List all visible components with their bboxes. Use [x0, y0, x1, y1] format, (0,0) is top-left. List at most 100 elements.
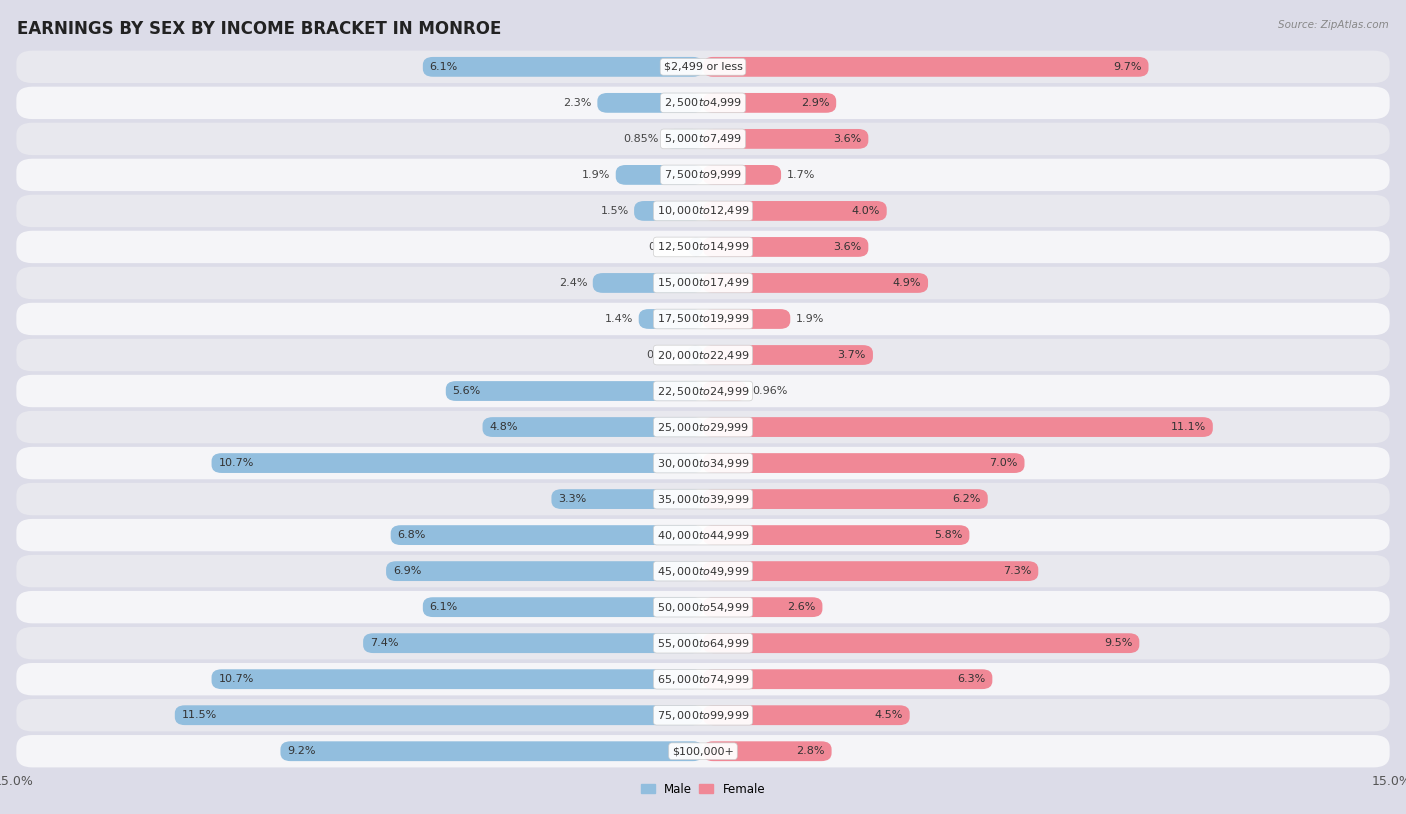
- Text: 10.7%: 10.7%: [218, 674, 254, 685]
- Text: $35,000 to $39,999: $35,000 to $39,999: [657, 492, 749, 505]
- Text: 4.5%: 4.5%: [875, 710, 903, 720]
- FancyBboxPatch shape: [17, 303, 1389, 335]
- Text: $5,000 to $7,499: $5,000 to $7,499: [664, 133, 742, 146]
- Text: 6.2%: 6.2%: [952, 494, 981, 504]
- Text: 9.2%: 9.2%: [287, 746, 316, 756]
- FancyBboxPatch shape: [634, 201, 703, 221]
- Text: Source: ZipAtlas.com: Source: ZipAtlas.com: [1278, 20, 1389, 30]
- FancyBboxPatch shape: [17, 86, 1389, 119]
- Text: $25,000 to $29,999: $25,000 to $29,999: [657, 421, 749, 434]
- Text: 2.4%: 2.4%: [558, 278, 588, 288]
- Text: $40,000 to $44,999: $40,000 to $44,999: [657, 528, 749, 541]
- FancyBboxPatch shape: [211, 453, 703, 473]
- FancyBboxPatch shape: [703, 165, 782, 185]
- Text: EARNINGS BY SEX BY INCOME BRACKET IN MONROE: EARNINGS BY SEX BY INCOME BRACKET IN MON…: [17, 20, 502, 38]
- FancyBboxPatch shape: [423, 57, 703, 77]
- Text: 3.6%: 3.6%: [834, 133, 862, 144]
- FancyBboxPatch shape: [17, 663, 1389, 695]
- Text: $20,000 to $22,499: $20,000 to $22,499: [657, 348, 749, 361]
- FancyBboxPatch shape: [703, 597, 823, 617]
- Text: 1.9%: 1.9%: [582, 170, 610, 180]
- Text: $22,500 to $24,999: $22,500 to $24,999: [657, 384, 749, 397]
- Text: 5.6%: 5.6%: [453, 386, 481, 396]
- Text: 5.8%: 5.8%: [934, 530, 963, 540]
- Text: $2,500 to $4,999: $2,500 to $4,999: [664, 96, 742, 109]
- Text: 1.4%: 1.4%: [605, 314, 633, 324]
- Text: 9.5%: 9.5%: [1104, 638, 1132, 648]
- FancyBboxPatch shape: [391, 525, 703, 545]
- FancyBboxPatch shape: [593, 273, 703, 293]
- Text: 9.7%: 9.7%: [1114, 62, 1142, 72]
- Text: $7,500 to $9,999: $7,500 to $9,999: [664, 168, 742, 182]
- Text: 4.8%: 4.8%: [489, 422, 517, 432]
- FancyBboxPatch shape: [17, 591, 1389, 624]
- FancyBboxPatch shape: [551, 489, 703, 509]
- FancyBboxPatch shape: [703, 669, 993, 689]
- Text: $55,000 to $64,999: $55,000 to $64,999: [657, 637, 749, 650]
- Text: 2.6%: 2.6%: [787, 602, 815, 612]
- Text: 0.96%: 0.96%: [752, 386, 787, 396]
- FancyBboxPatch shape: [17, 159, 1389, 191]
- FancyBboxPatch shape: [17, 519, 1389, 551]
- Text: 6.1%: 6.1%: [430, 62, 458, 72]
- FancyBboxPatch shape: [17, 195, 1389, 227]
- Text: 4.0%: 4.0%: [852, 206, 880, 216]
- FancyBboxPatch shape: [703, 201, 887, 221]
- Text: 11.1%: 11.1%: [1171, 422, 1206, 432]
- FancyBboxPatch shape: [664, 129, 703, 149]
- FancyBboxPatch shape: [703, 525, 969, 545]
- FancyBboxPatch shape: [17, 123, 1389, 155]
- FancyBboxPatch shape: [363, 633, 703, 653]
- FancyBboxPatch shape: [17, 699, 1389, 732]
- Text: 2.9%: 2.9%: [801, 98, 830, 108]
- FancyBboxPatch shape: [17, 483, 1389, 515]
- FancyBboxPatch shape: [703, 345, 873, 365]
- Text: 1.7%: 1.7%: [786, 170, 815, 180]
- FancyBboxPatch shape: [703, 309, 790, 329]
- FancyBboxPatch shape: [703, 453, 1025, 473]
- FancyBboxPatch shape: [17, 447, 1389, 479]
- Text: $75,000 to $99,999: $75,000 to $99,999: [657, 709, 749, 722]
- Text: $30,000 to $34,999: $30,000 to $34,999: [657, 457, 749, 470]
- Text: 3.6%: 3.6%: [834, 242, 862, 252]
- Text: 1.9%: 1.9%: [796, 314, 824, 324]
- Text: 3.3%: 3.3%: [558, 494, 586, 504]
- FancyBboxPatch shape: [482, 417, 703, 437]
- FancyBboxPatch shape: [17, 411, 1389, 444]
- Text: 0.85%: 0.85%: [623, 133, 658, 144]
- FancyBboxPatch shape: [17, 374, 1389, 407]
- FancyBboxPatch shape: [174, 705, 703, 725]
- FancyBboxPatch shape: [689, 237, 703, 257]
- FancyBboxPatch shape: [17, 735, 1389, 768]
- FancyBboxPatch shape: [703, 705, 910, 725]
- FancyBboxPatch shape: [703, 129, 869, 149]
- Text: 0.31%: 0.31%: [648, 242, 683, 252]
- FancyBboxPatch shape: [17, 555, 1389, 588]
- Text: $12,500 to $14,999: $12,500 to $14,999: [657, 240, 749, 253]
- FancyBboxPatch shape: [703, 381, 747, 401]
- Text: $65,000 to $74,999: $65,000 to $74,999: [657, 672, 749, 685]
- Text: 3.7%: 3.7%: [838, 350, 866, 360]
- FancyBboxPatch shape: [423, 597, 703, 617]
- Text: $45,000 to $49,999: $45,000 to $49,999: [657, 565, 749, 578]
- FancyBboxPatch shape: [703, 417, 1213, 437]
- Text: 7.0%: 7.0%: [990, 458, 1018, 468]
- FancyBboxPatch shape: [703, 742, 831, 761]
- FancyBboxPatch shape: [598, 93, 703, 113]
- Text: $2,499 or less: $2,499 or less: [664, 62, 742, 72]
- Text: $10,000 to $12,499: $10,000 to $12,499: [657, 204, 749, 217]
- FancyBboxPatch shape: [703, 633, 1139, 653]
- Text: 11.5%: 11.5%: [181, 710, 217, 720]
- Text: 6.8%: 6.8%: [398, 530, 426, 540]
- FancyBboxPatch shape: [616, 165, 703, 185]
- FancyBboxPatch shape: [703, 561, 1038, 581]
- Text: 0.34%: 0.34%: [647, 350, 682, 360]
- FancyBboxPatch shape: [703, 489, 988, 509]
- FancyBboxPatch shape: [703, 237, 869, 257]
- Text: $17,500 to $19,999: $17,500 to $19,999: [657, 313, 749, 326]
- FancyBboxPatch shape: [17, 627, 1389, 659]
- FancyBboxPatch shape: [703, 93, 837, 113]
- Legend: Male, Female: Male, Female: [636, 778, 770, 801]
- Text: 10.7%: 10.7%: [218, 458, 254, 468]
- FancyBboxPatch shape: [638, 309, 703, 329]
